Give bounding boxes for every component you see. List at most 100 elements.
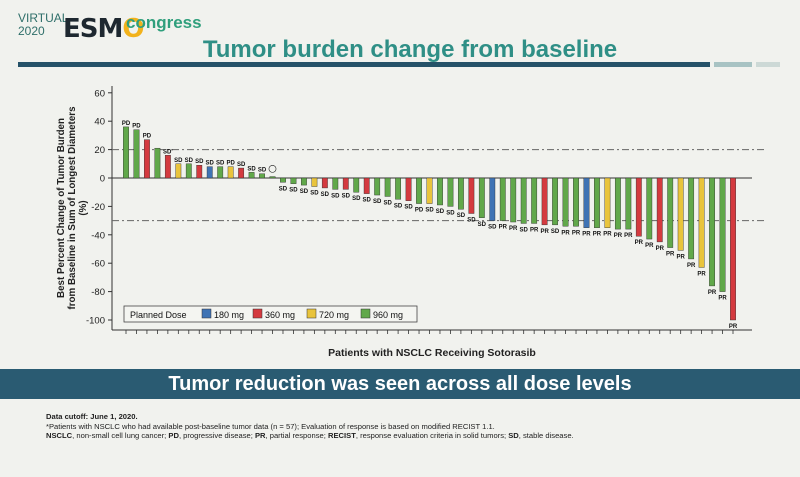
bar	[301, 177, 307, 186]
response-label: SD	[258, 168, 267, 174]
abbrev-definition: , progressive disease;	[178, 431, 255, 440]
footnote-patients: *Patients with NSCLC who had available p…	[46, 421, 495, 431]
response-label: SD	[373, 199, 382, 205]
y-tick-label: -80	[91, 287, 105, 298]
response-label: PR	[499, 225, 508, 231]
response-label: SD	[551, 229, 560, 235]
response-label: SD	[363, 198, 372, 204]
response-label: PR	[509, 226, 518, 232]
response-label: PR	[677, 254, 686, 260]
bar	[656, 177, 663, 243]
response-label: PD	[226, 161, 235, 167]
response-label: PR	[656, 246, 665, 252]
response-label: SD	[206, 161, 215, 167]
response-label: SD	[404, 205, 413, 211]
response-label: PR	[666, 252, 675, 258]
logo-congress: congress	[126, 13, 202, 32]
legend-box	[123, 305, 418, 323]
response-label: SD	[289, 188, 298, 194]
abbrev-definition: , response evaluation criteria in solid …	[355, 431, 509, 440]
abbrev-term: RECIST	[327, 431, 356, 440]
bar	[217, 166, 224, 179]
response-label: PR	[561, 230, 570, 236]
bar	[384, 177, 391, 197]
bar	[259, 173, 265, 179]
bar	[468, 177, 475, 214]
bar	[719, 177, 726, 292]
bar	[698, 177, 705, 268]
response-label: PR	[635, 240, 644, 246]
logo-virtual-text: VIRTUAL 2020	[18, 12, 68, 38]
bar	[123, 126, 129, 179]
response-label: PR	[572, 230, 581, 236]
bar	[520, 177, 527, 224]
response-label: SD	[478, 222, 487, 228]
footnote-abbreviations: NSCLC, non-small cell lung cancer; PD, p…	[46, 431, 574, 441]
slide-title: Tumor burden change from baseline	[202, 36, 618, 63]
logo-esmo-o: O	[122, 14, 144, 44]
bar	[405, 177, 412, 201]
logo-esmo: ESMO	[63, 14, 144, 44]
response-label: PR	[697, 271, 706, 277]
abbrev-definition: , stable disease.	[518, 431, 574, 440]
bar	[531, 177, 538, 224]
bar	[646, 177, 653, 240]
bar	[709, 177, 715, 287]
bar	[363, 177, 370, 194]
bar	[583, 177, 590, 228]
bar	[426, 177, 433, 204]
bar	[625, 177, 632, 230]
response-label: SD	[425, 208, 434, 214]
abbrev-definition: , partial response;	[265, 431, 328, 440]
abbrev-term: PR	[254, 431, 266, 440]
bar	[667, 177, 674, 248]
response-label: SD	[352, 196, 361, 202]
bar	[185, 163, 192, 179]
response-label: SD	[436, 209, 445, 215]
response-label: PR	[582, 232, 591, 238]
response-label: SD	[279, 186, 288, 192]
bar	[447, 177, 454, 207]
y-axis-title-line: from Baseline in Sum of Longest Diameter…	[67, 106, 78, 310]
y-tick-label: 0	[100, 174, 105, 185]
response-label: PR	[729, 324, 738, 330]
bar	[238, 167, 245, 179]
response-label: SD	[300, 189, 309, 195]
bar	[677, 177, 684, 251]
bar	[175, 163, 182, 179]
bar	[227, 166, 234, 179]
y-axis-title: Best Percent Change of Tumor Burdenfrom …	[56, 106, 89, 310]
bar	[562, 177, 569, 227]
y-axis-title-line: (%)	[78, 200, 89, 215]
response-label: SD	[520, 227, 529, 233]
logo-virtual-line1: VIRTUAL	[18, 11, 69, 25]
response-label: SD	[174, 158, 183, 164]
bar	[332, 177, 339, 190]
response-label: SD	[237, 162, 246, 168]
legend-swatch	[252, 308, 263, 319]
legend-label: 720 mg	[319, 310, 349, 320]
bar	[248, 172, 255, 179]
legend-label: 360 mg	[265, 310, 295, 320]
footnote-data-cutoff: Data cutoff: June 1, 2020.	[46, 412, 138, 421]
response-label: PD	[122, 121, 131, 127]
response-label: SD'	[163, 149, 173, 155]
bar	[321, 177, 328, 189]
response-label: PR	[708, 290, 717, 296]
y-tick-label: -60	[91, 259, 105, 270]
logo-virtual-line2: 2020	[18, 24, 45, 38]
bar	[164, 155, 171, 179]
bar	[311, 177, 318, 187]
bar	[416, 177, 422, 204]
x-axis-title: Patients with NSCLC Receiving Sotorasib	[328, 347, 536, 359]
response-label: SD	[488, 225, 497, 231]
bar	[552, 177, 558, 226]
footnotes: Data cutoff: June 1, 2020. *Patients wit…	[46, 412, 574, 441]
abbrev-term: NSCLC	[46, 431, 73, 440]
legend-swatch	[306, 308, 317, 319]
legend-title: Planned Dose	[130, 310, 187, 320]
response-label: PR	[603, 232, 612, 238]
bar	[541, 177, 548, 226]
response-label: SD	[185, 158, 194, 164]
